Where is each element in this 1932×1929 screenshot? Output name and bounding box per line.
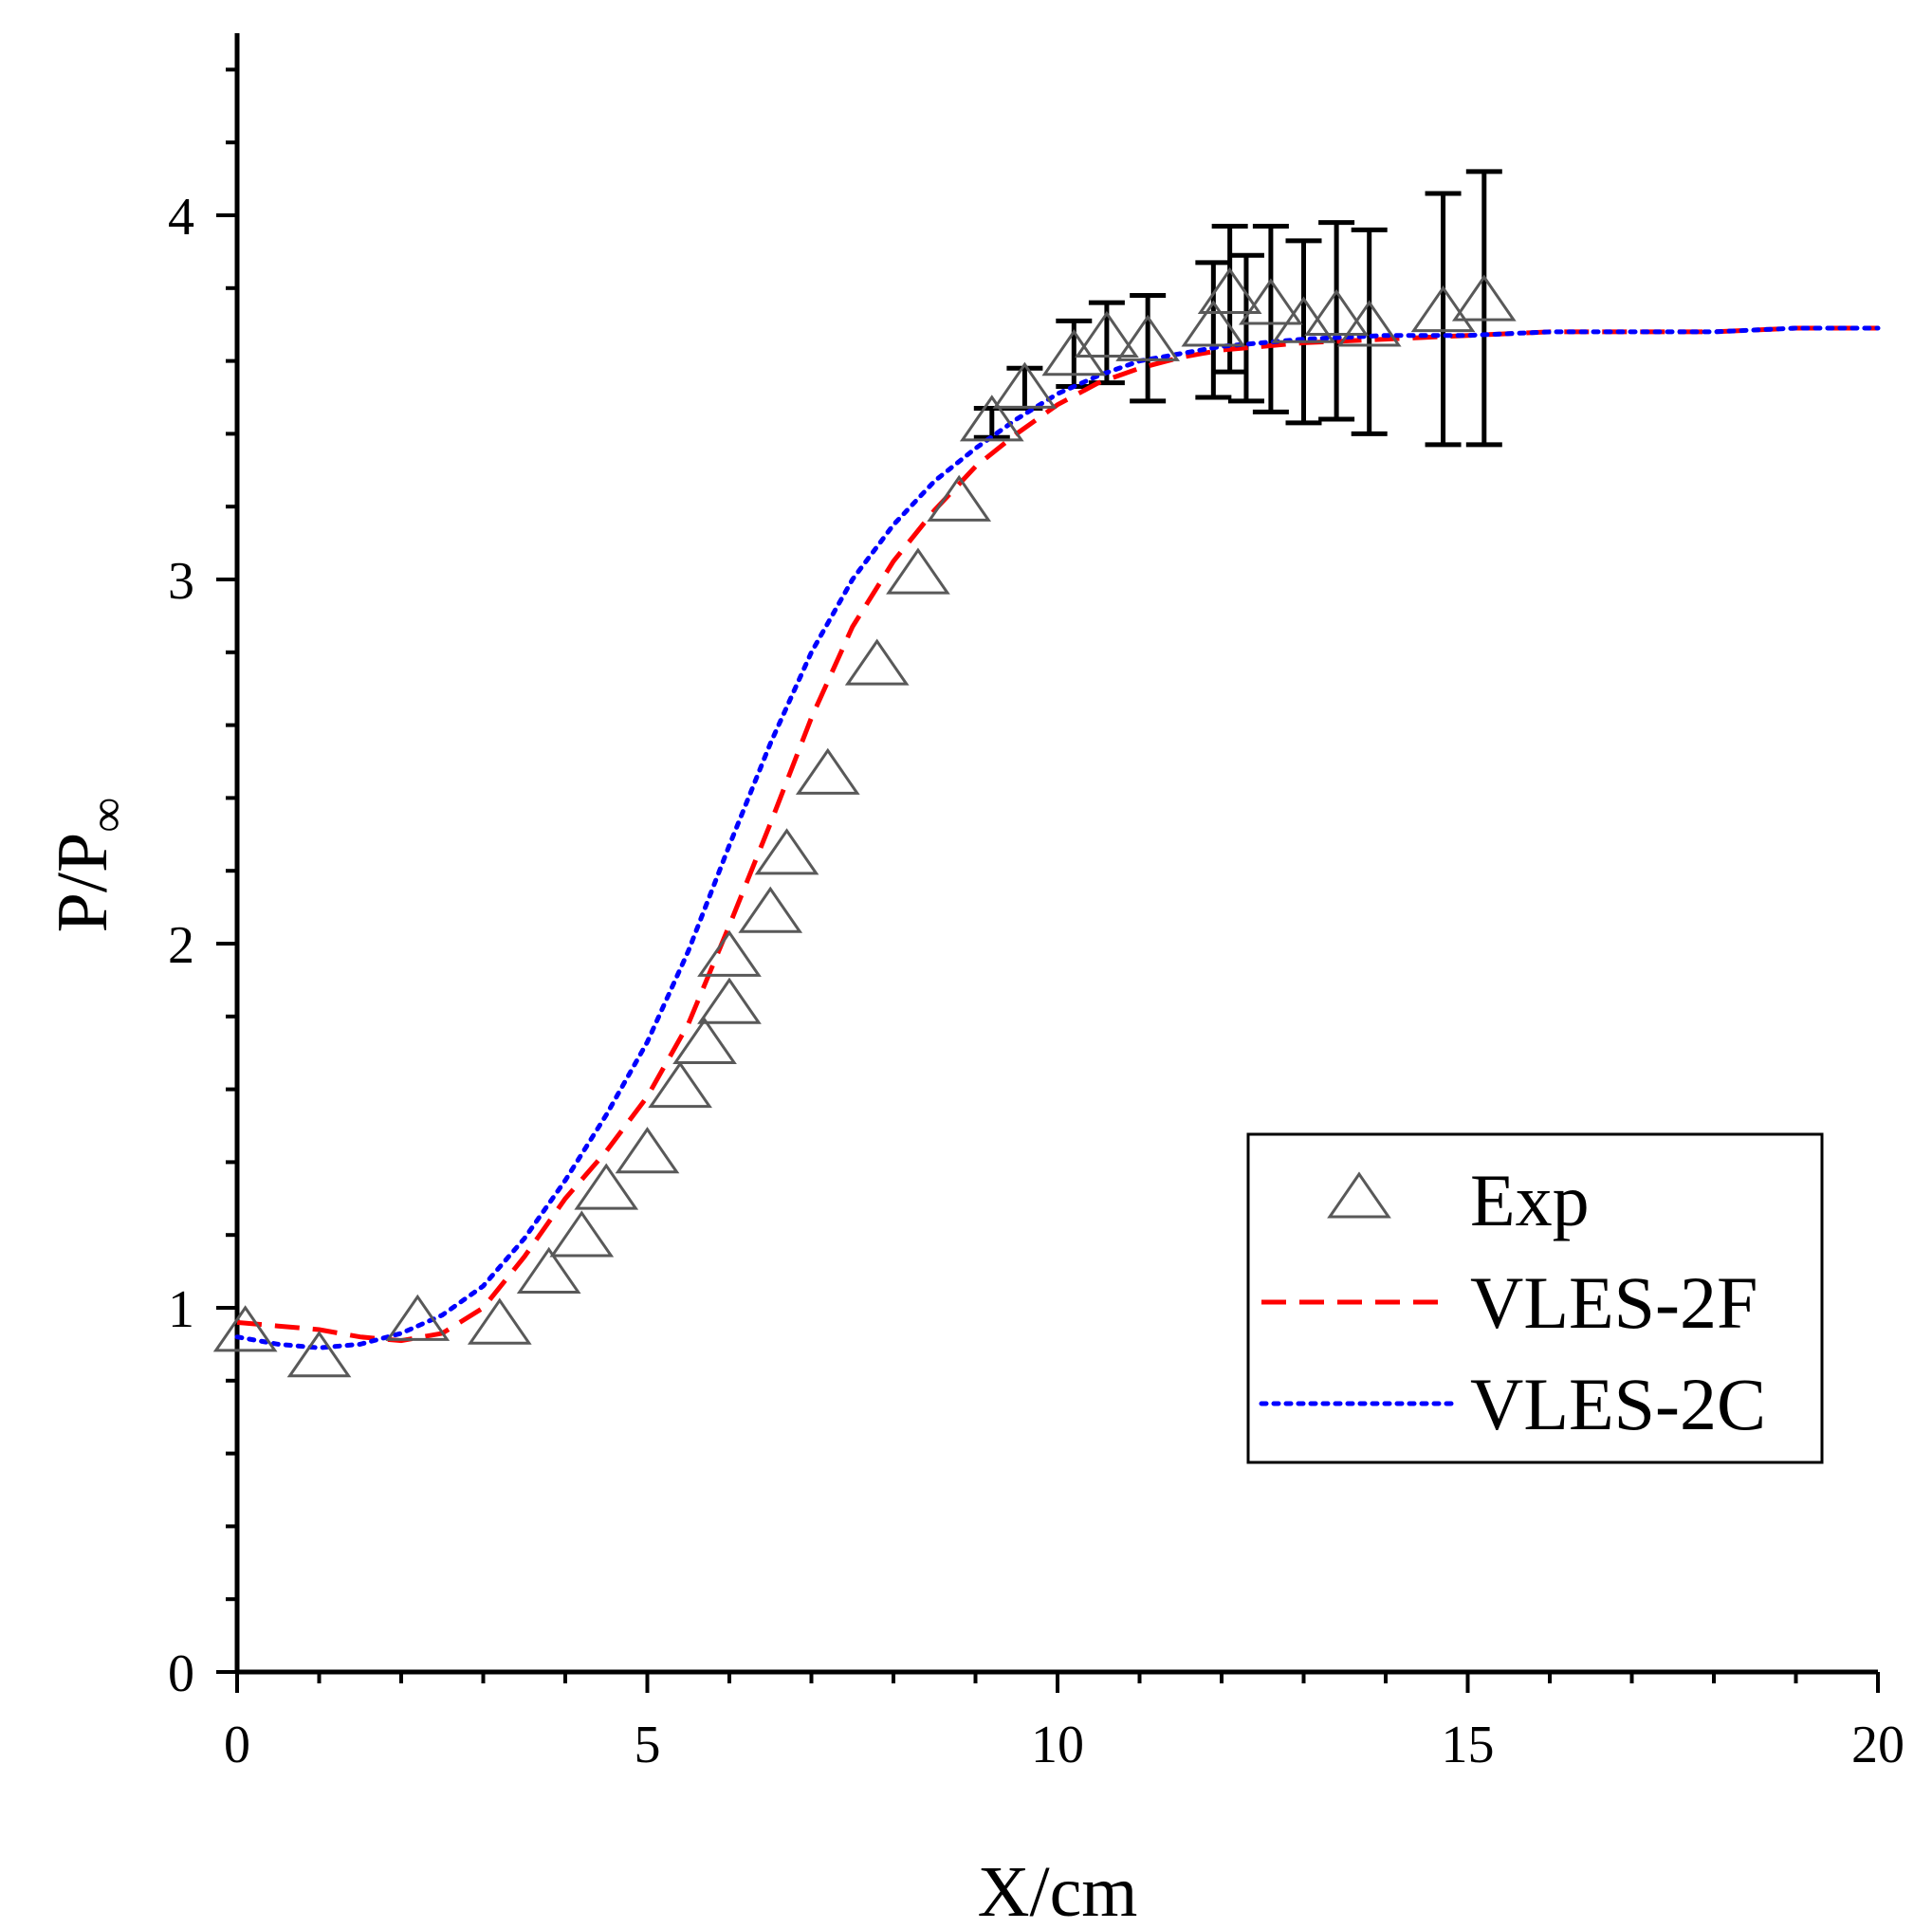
error-bar — [1006, 365, 1043, 412]
exp-marker — [672, 1017, 737, 1065]
legend-exp-marker — [1327, 1171, 1391, 1219]
x-axis-title: X/cm — [978, 1852, 1138, 1929]
error-bar — [1195, 260, 1232, 400]
exp-marker — [385, 1294, 451, 1341]
error-bar — [1130, 292, 1167, 404]
exp-marker — [959, 395, 1024, 442]
exp-marker — [549, 1210, 615, 1258]
exp-marker — [516, 1246, 581, 1294]
exp-marker — [648, 1060, 712, 1109]
exp-marker — [1336, 300, 1402, 347]
error-bar — [1318, 220, 1355, 422]
y-axis-title-text: P/P∞ — [43, 798, 135, 933]
error-bar — [1351, 227, 1388, 436]
exp-marker — [1239, 278, 1303, 325]
exp-marker — [697, 977, 762, 1024]
legend-label: VLES-2C — [1470, 1363, 1766, 1445]
exp-marker — [886, 547, 950, 595]
y-tick-label: 3 — [168, 552, 194, 611]
exp-marker — [1075, 310, 1139, 358]
exp-marker — [738, 886, 803, 933]
x-tick-label: 20 — [1851, 1716, 1904, 1774]
y-axis-title: P/P∞ — [43, 798, 135, 933]
exp-marker — [1115, 314, 1181, 361]
exp-marker — [467, 1297, 532, 1345]
exp-marker — [1304, 288, 1369, 337]
y-axis-title-subscript: ∞ — [81, 798, 135, 833]
legend-box — [1246, 1132, 1824, 1464]
exp-marker — [992, 361, 1058, 409]
vles-2c-line — [234, 325, 1881, 1350]
legend-label: VLES-2F — [1470, 1261, 1757, 1344]
x-tick-label: 15 — [1442, 1716, 1495, 1774]
exp-marker — [1197, 266, 1262, 314]
plot-series — [212, 169, 1881, 1378]
exp-marker — [927, 474, 992, 522]
exp-marker — [212, 1305, 278, 1352]
exp-marker — [1181, 300, 1246, 347]
y-tick-label: 1 — [168, 1280, 194, 1339]
error-bar — [973, 406, 1010, 440]
y-tick-label: 4 — [168, 188, 194, 247]
exp-marker — [574, 1163, 639, 1210]
x-tick-label: 10 — [1031, 1716, 1084, 1774]
error-bar — [1252, 224, 1289, 414]
y-tick-label: 2 — [168, 916, 194, 975]
exp-marker — [286, 1331, 352, 1378]
y-tick-label: 0 — [168, 1644, 194, 1703]
error-bar — [1285, 238, 1322, 426]
exp-marker — [615, 1127, 680, 1174]
axes: 0 5 10 15 20 0 1 2 3 4 — [168, 33, 1904, 1774]
exp-marker — [844, 638, 910, 686]
error-bar — [1227, 252, 1264, 404]
exp-marker — [1041, 329, 1107, 377]
error-bar — [1425, 191, 1462, 448]
legend: Exp VLES-2F VLES-2C — [1246, 1132, 1824, 1464]
exp-marker — [697, 929, 762, 977]
exp-marker — [1451, 274, 1517, 322]
error-bar — [1465, 169, 1502, 448]
x-tick-label: 5 — [635, 1716, 661, 1774]
exp-marker — [754, 828, 819, 875]
exp-marker — [1410, 285, 1476, 333]
x-tick-label: 0 — [224, 1716, 250, 1774]
exp-marker — [795, 747, 860, 795]
legend-label: Exp — [1470, 1159, 1590, 1241]
